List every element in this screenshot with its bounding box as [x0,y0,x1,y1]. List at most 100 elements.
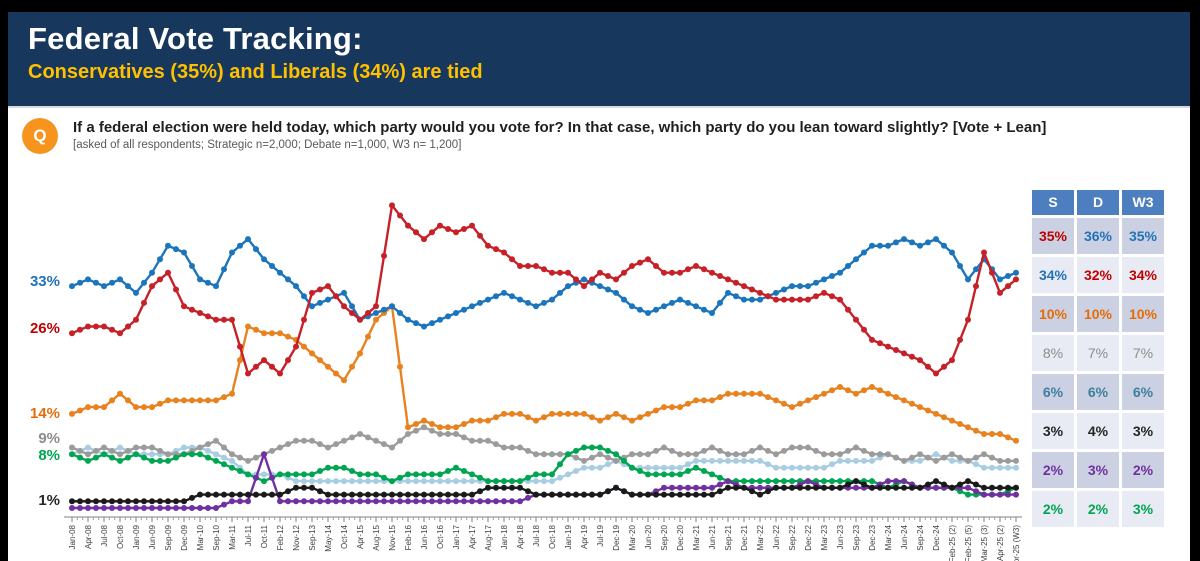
question-block: Q If a federal election were held today,… [22,118,1170,154]
svg-text:Feb-16: Feb-16 [404,524,413,550]
summary-cell: 4% [1077,413,1119,449]
svg-text:Jun-16: Jun-16 [420,524,429,549]
svg-text:Mar-10: Mar-10 [196,524,205,550]
svg-text:Apr-17: Apr-17 [468,524,477,549]
svg-text:Aug-17: Aug-17 [484,524,493,550]
summary-table-row: 6% 6% 6% [1032,374,1164,410]
summary-cell: 3% [1032,413,1074,449]
svg-text:Jun-20: Jun-20 [644,524,653,549]
summary-cell: 34% [1122,257,1164,293]
summary-cell: 36% [1077,218,1119,254]
question-main: If a federal election were held today, w… [73,119,949,136]
svg-text:Apr-15: Apr-15 [356,524,365,549]
svg-text:Sep-09: Sep-09 [164,524,173,550]
svg-text:Apr-25 (W3): Apr-25 (W3) [1012,525,1021,561]
svg-text:Apr-19: Apr-19 [580,524,589,549]
summary-cell: 2% [1122,452,1164,488]
y-axis-label: 1% [38,492,60,510]
svg-text:Dec-19: Dec-19 [612,524,621,550]
svg-text:Feb-12: Feb-12 [276,524,285,550]
svg-text:Dec-24: Dec-24 [932,524,941,550]
svg-text:Apr-25 (2): Apr-25 (2) [996,525,1005,561]
svg-text:Sep-13: Sep-13 [308,524,317,550]
svg-text:Oct-18: Oct-18 [548,524,557,549]
svg-text:Jun-23: Jun-23 [836,524,845,549]
svg-text:Sep-23: Sep-23 [852,524,861,550]
svg-text:Nov-15: Nov-15 [388,524,397,550]
summary-cell: 10% [1122,296,1164,332]
y-axis-label: 33% [29,273,60,291]
svg-text:Jan-18: Jan-18 [500,524,509,549]
svg-text:Sep-21: Sep-21 [724,524,733,550]
summary-table-header: S D W3 [1032,190,1164,215]
svg-text:Dec-23: Dec-23 [868,524,877,550]
svg-text:Jan-19: Jan-19 [564,524,573,549]
svg-text:Dec-21: Dec-21 [740,524,749,550]
svg-text:Aug-15: Aug-15 [372,524,381,550]
svg-text:Sep-24: Sep-24 [916,524,925,550]
page-subtitle: Conservatives (35%) and Liberals (34%) a… [28,61,483,83]
svg-text:Dec-20: Dec-20 [676,524,685,550]
summary-table: S D W3 35% 36% 35% 34% 32% 34% 10% 10% 10% 8% 7% 7% 6% 6… [1032,190,1164,530]
svg-text:Jun-24: Jun-24 [900,524,909,549]
y-axis-label: 8% [38,447,60,465]
summary-cell: 10% [1077,296,1119,332]
svg-text:Oct-08: Oct-08 [116,524,125,549]
svg-text:Mar-20: Mar-20 [628,524,637,550]
svg-text:Apr-08: Apr-08 [84,524,93,549]
svg-text:Sep-22: Sep-22 [788,524,797,550]
slide: Federal Vote Tracking: Conservatives (35… [8,12,1190,561]
summary-cell: 6% [1077,374,1119,410]
svg-text:Jan-17: Jan-17 [452,524,461,549]
svg-text:Oct-11: Oct-11 [260,524,269,548]
summary-cell: 34% [1032,257,1074,293]
svg-text:May-14: May-14 [324,524,333,551]
summary-col-header: W3 [1122,190,1164,215]
question-bold: [Vote + Lean] [952,119,1047,136]
svg-text:Oct-16: Oct-16 [436,524,445,549]
svg-text:Sep-10: Sep-10 [212,524,221,550]
question-text-wrap: If a federal election were held today, w… [73,118,1046,151]
summary-cell: 35% [1032,218,1074,254]
question-text: If a federal election were held today, w… [73,118,1046,137]
y-axis-label: 26% [29,320,60,338]
svg-text:Mar-11: Mar-11 [228,524,237,549]
summary-cell: 7% [1077,335,1119,371]
svg-text:Jul-18: Jul-18 [532,524,541,546]
svg-text:Dec-22: Dec-22 [804,524,813,550]
svg-text:Apr-18: Apr-18 [516,524,525,549]
summary-cell: 6% [1122,374,1164,410]
svg-text:Jun-22: Jun-22 [772,524,781,549]
question-icon: Q [22,118,58,154]
summary-cell: 7% [1122,335,1164,371]
svg-text:Mar-21: Mar-21 [692,524,701,550]
svg-text:Sep-20: Sep-20 [660,524,669,550]
svg-text:Feb-25 (5): Feb-25 (5) [964,525,973,561]
header: Federal Vote Tracking: Conservatives (35… [8,12,1190,108]
summary-table-row: 3% 4% 3% [1032,413,1164,449]
question-note: [asked of all respondents; Strategic n=2… [73,139,462,151]
svg-text:Jul-19: Jul-19 [596,524,605,546]
svg-text:Jun-09: Jun-09 [148,524,157,549]
svg-text:Mar-24: Mar-24 [884,524,893,550]
summary-cell: 10% [1032,296,1074,332]
svg-text:Jun-21: Jun-21 [708,524,717,549]
y-axis-label: 9% [38,430,60,448]
svg-text:Nov-12: Nov-12 [292,524,301,550]
svg-text:Mar-22: Mar-22 [756,524,765,550]
page-title: Federal Vote Tracking: [28,21,363,56]
summary-table-row: 2% 2% 3% [1032,491,1164,527]
svg-text:Oct-14: Oct-14 [340,524,349,549]
svg-text:Mar-23: Mar-23 [820,524,829,550]
summary-table-row: 8% 7% 7% [1032,335,1164,371]
summary-table-row: 10% 10% 10% [1032,296,1164,332]
summary-cell: 3% [1077,452,1119,488]
svg-text:Jul-08: Jul-08 [100,524,109,546]
summary-col-header: D [1077,190,1119,215]
summary-cell: 3% [1122,413,1164,449]
vote-tracking-chart: Jan-08 Apr-08 Jul-08 Oct-08 Jan-09 Jun-09 Sep-… [64,202,1022,561]
summary-cell: 3% [1122,491,1164,527]
svg-text:Feb-25 (2): Feb-25 (2) [948,525,957,561]
svg-text:Jan-08: Jan-08 [68,524,77,549]
svg-text:Mar-25 (3): Mar-25 (3) [980,525,989,561]
